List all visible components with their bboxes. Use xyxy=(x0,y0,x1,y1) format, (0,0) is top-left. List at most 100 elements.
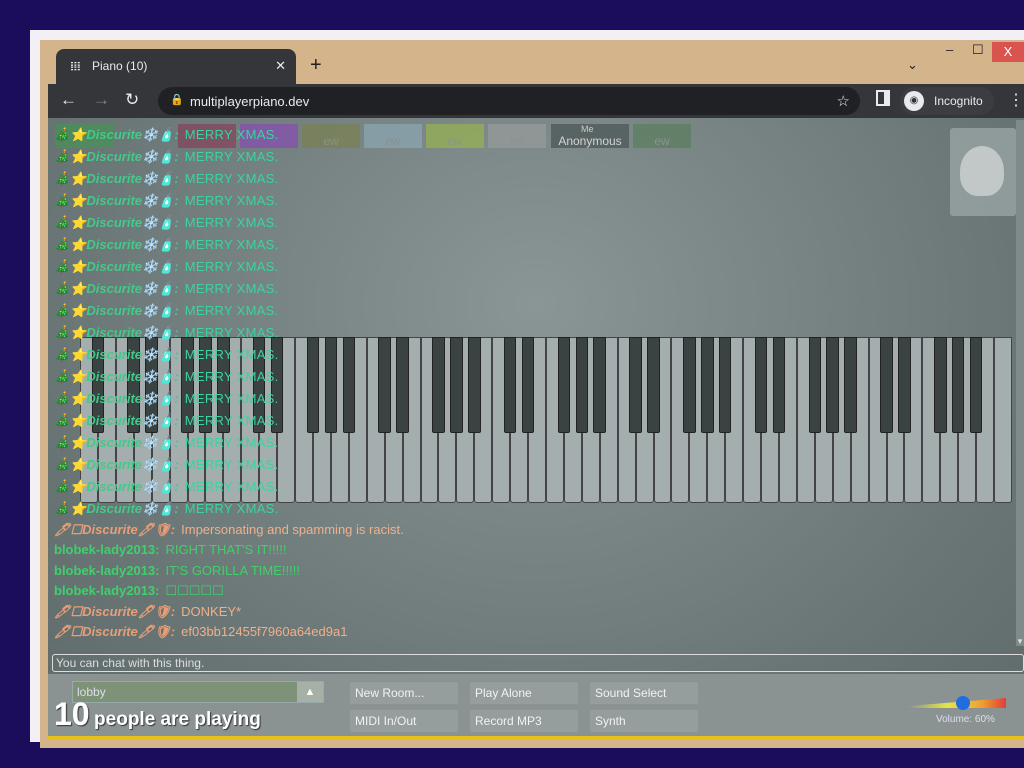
black-key[interactable] xyxy=(898,337,911,433)
menu-icon[interactable]: ⋮ xyxy=(1008,92,1024,109)
black-key[interactable] xyxy=(575,337,589,433)
room-select[interactable]: lobby ▲ xyxy=(72,681,324,703)
black-key[interactable] xyxy=(754,337,768,433)
volume-knob[interactable] xyxy=(956,696,970,710)
name-tag[interactable]: ew xyxy=(488,124,546,148)
black-key[interactable] xyxy=(396,337,409,433)
black-key[interactable] xyxy=(826,337,840,433)
chat-message: 🎄⭐Discurite❄️🧴: MERRY XMAS. xyxy=(54,234,1014,256)
black-key[interactable] xyxy=(378,337,391,433)
black-key[interactable] xyxy=(969,337,983,433)
chat-username: 🎄⭐Discurite❄️🧴: xyxy=(54,413,179,428)
chat-text: MERRY XMAS. xyxy=(184,347,279,362)
new-room-button[interactable]: New Room... xyxy=(350,682,458,704)
side-panel-icon[interactable] xyxy=(876,90,890,106)
synth-button[interactable]: Synth xyxy=(590,710,698,732)
name-tag[interactable] xyxy=(178,124,236,148)
back-icon[interactable]: ← xyxy=(60,90,77,109)
chat-text: MERRY XMAS. xyxy=(184,391,279,406)
chat-message: 🎄⭐Discurite❄️🧴: MERRY XMAS. xyxy=(54,344,1014,366)
forward-icon[interactable]: → xyxy=(93,90,110,109)
tab-piano[interactable]: 𝍖 Piano (10) ✕ xyxy=(56,49,296,84)
name-tag[interactable]: ew xyxy=(302,124,360,148)
black-key[interactable] xyxy=(521,337,535,433)
black-key[interactable] xyxy=(324,337,338,433)
chat-text: MERRY XMAS. xyxy=(184,193,279,208)
name-tag[interactable] xyxy=(240,124,298,148)
lock-icon: 🔒 xyxy=(170,94,184,106)
black-key[interactable] xyxy=(199,337,212,433)
black-key[interactable] xyxy=(593,337,607,433)
count-number: 10 xyxy=(54,696,90,732)
black-key[interactable] xyxy=(629,337,642,433)
black-key[interactable] xyxy=(181,337,194,433)
chat-input[interactable]: You can chat with this thing. xyxy=(52,654,1024,672)
midi-button[interactable]: MIDI In/Out xyxy=(350,710,458,732)
chevron-down-icon[interactable]: ⌄ xyxy=(907,57,918,72)
name-tag[interactable]: ew xyxy=(364,124,422,148)
chat-text: ☐☐☐☐☐ xyxy=(165,583,224,599)
chat-message: 🎄⭐Discurite❄️🧴: MERRY XMAS. xyxy=(54,476,1014,498)
black-key[interactable] xyxy=(701,337,714,433)
incognito-badge[interactable]: ◉ Incognito xyxy=(900,87,994,115)
black-key[interactable] xyxy=(808,337,822,433)
chat-message: 🖊☐Discurite🖊🛡: DONKEY* xyxy=(54,602,1014,622)
scrollbar[interactable]: ▼ xyxy=(1016,120,1024,646)
close-tab-icon[interactable]: ✕ xyxy=(275,58,286,73)
black-key[interactable] xyxy=(252,337,266,433)
chat-message: 🖊☐Discurite🖊🛡: ef03bb12455f7960a64ed9a1 xyxy=(54,622,1014,642)
name-tag[interactable] xyxy=(55,124,113,148)
maximize-button[interactable]: ☐ xyxy=(972,42,984,57)
black-key[interactable] xyxy=(718,337,732,433)
play-alone-button[interactable]: Play Alone xyxy=(470,682,578,704)
black-key[interactable] xyxy=(306,337,320,433)
name-tag[interactable]: Anonymous xyxy=(551,124,629,148)
black-key[interactable] xyxy=(342,337,356,433)
black-key[interactable] xyxy=(683,337,696,433)
black-key[interactable] xyxy=(951,337,965,433)
volume-label: Volume: 60% xyxy=(936,714,995,725)
chat-text: MERRY XMAS. xyxy=(184,281,279,296)
triangle-up-icon[interactable]: ▲ xyxy=(297,682,323,702)
chat-username: 🎄⭐Discurite❄️🧴: xyxy=(54,325,179,340)
minimize-button[interactable]: – xyxy=(946,42,954,57)
black-key[interactable] xyxy=(772,337,786,433)
chat-message: 🎄⭐Discurite❄️🧴: MERRY XMAS. xyxy=(54,432,1014,454)
chat-message: 🎄⭐Discurite❄️🧴: MERRY XMAS. xyxy=(54,146,1014,168)
record-mp3-button[interactable]: Record MP3 xyxy=(470,710,578,732)
black-key[interactable] xyxy=(91,337,105,433)
star-icon[interactable]: ☆ xyxy=(836,93,850,110)
chat-text: MERRY XMAS. xyxy=(184,435,279,450)
chat-text: MERRY XMAS. xyxy=(184,237,279,252)
black-key[interactable] xyxy=(127,337,141,433)
black-key[interactable] xyxy=(647,337,660,433)
chat-message: 🖊☐Discurite🖊🛡: Impersonating and spamming… xyxy=(54,520,1014,540)
black-key[interactable] xyxy=(844,337,857,433)
chat-username: 🎄⭐Discurite❄️🧴: xyxy=(54,259,179,274)
chat-message: 🎄⭐Discurite❄️🧴: MERRY XMAS. xyxy=(54,322,1014,344)
reload-icon[interactable]: ↻ xyxy=(125,90,140,109)
piano-keyboard[interactable] xyxy=(80,337,1012,503)
black-key[interactable] xyxy=(145,337,158,433)
close-window-button[interactable]: X xyxy=(992,42,1024,62)
black-key[interactable] xyxy=(468,337,481,433)
chat-username: 🎄⭐Discurite❄️🧴: xyxy=(54,435,179,450)
name-tag[interactable]: ew xyxy=(426,124,484,148)
chat-text: MERRY XMAS. xyxy=(184,325,279,340)
black-key[interactable] xyxy=(217,337,230,433)
scroll-down-icon[interactable]: ▼ xyxy=(1016,637,1024,646)
black-key[interactable] xyxy=(934,337,947,433)
black-key[interactable] xyxy=(880,337,893,433)
black-key[interactable] xyxy=(432,337,445,433)
black-key[interactable] xyxy=(270,337,284,433)
new-tab-button[interactable]: + xyxy=(310,54,322,76)
black-key[interactable] xyxy=(503,337,517,433)
sound-select-button[interactable]: Sound Select xyxy=(590,682,698,704)
address-bar[interactable]: 🔒 multiplayerpiano.dev ☆ xyxy=(158,87,860,115)
chat-username: 🎄⭐Discurite❄️🧴: xyxy=(54,149,179,164)
black-key[interactable] xyxy=(450,337,463,433)
white-key[interactable] xyxy=(994,337,1012,503)
black-key[interactable] xyxy=(557,337,571,433)
piano-icon: 𝍖 xyxy=(70,59,81,73)
name-tag[interactable]: ew xyxy=(633,124,691,148)
